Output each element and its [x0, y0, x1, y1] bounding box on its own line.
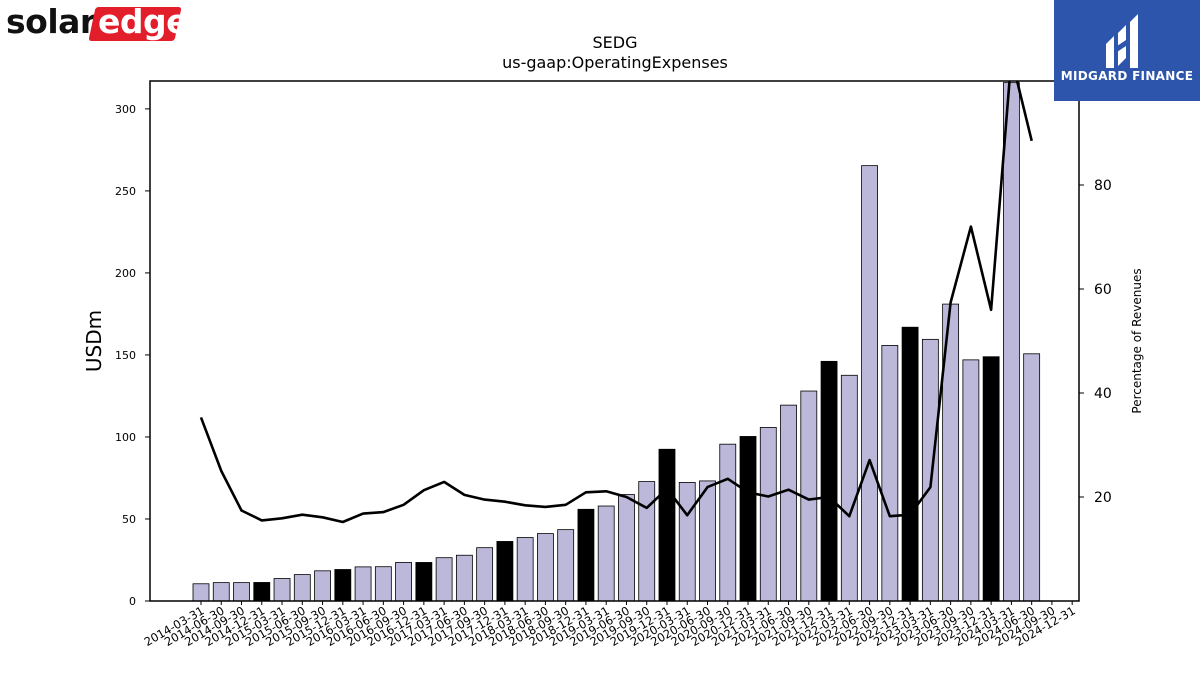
bar-2022-03-31 [840, 374, 858, 602]
solaredge-logo: solar edge [4, 2, 189, 44]
bar-2016-06-30 [374, 566, 392, 602]
line-group [199, 81, 1033, 524]
midgard-finance-logo: MIDGARD FINANCE [1054, 0, 1200, 101]
y2-tick-label: 80 [1094, 178, 1112, 194]
bar-2020-12-31 [739, 436, 757, 602]
bar-2020-09-30 [719, 443, 737, 602]
y-tick-label: 200 [115, 267, 136, 280]
y2-tick-label: 20 [1094, 490, 1112, 506]
y2-tick-label: 40 [1094, 386, 1112, 402]
y-tick-label: 0 [129, 595, 136, 608]
y-tick-label: 300 [115, 103, 136, 116]
bar-2021-06-30 [780, 404, 797, 602]
bar-2018-06-30 [537, 533, 554, 602]
percentage-of-revenues-line [199, 81, 1033, 524]
solaredge-logo-text: solar [6, 2, 96, 41]
bar-2015-03-31 [273, 578, 291, 602]
bar-2023-09-30 [962, 359, 980, 602]
bar-2014-12-31 [253, 582, 271, 602]
bar-2021-03-31 [759, 427, 777, 602]
bar-2015-12-31 [334, 569, 352, 602]
bar-2019-06-30 [618, 494, 635, 602]
bar-2018-03-31 [516, 537, 534, 602]
bar-2022-12-31 [901, 326, 919, 602]
y-axis-label: USDm [82, 310, 106, 372]
solaredge-logo-edge-text: edge [98, 2, 189, 41]
x-axis: 2014-03-312014-06-302014-09-302014-12-31… [142, 601, 1078, 649]
bar-2020-03-31 [678, 482, 696, 602]
bar-2022-09-30 [881, 345, 899, 602]
y2-tick-label: 60 [1094, 282, 1112, 298]
bar-2019-12-31 [658, 448, 676, 602]
bar-2016-12-31 [415, 562, 433, 602]
bar-2024-06-30 [1023, 353, 1041, 602]
chart-subtitle: us-gaap:OperatingExpenses [502, 53, 728, 72]
bar-2017-09-30 [476, 547, 494, 602]
bar-2016-09-30 [395, 562, 413, 602]
bar-2017-12-31 [496, 541, 514, 602]
y-axis-left: 0 50 100 150 200 250 300 [115, 103, 150, 608]
bar-2017-03-31 [435, 557, 453, 602]
bar-2024-03-31 [1003, 82, 1020, 602]
bar-2017-06-30 [455, 554, 473, 602]
midgard-finance-logo-text: MIDGARD FINANCE [1060, 69, 1194, 83]
bar-2020-06-30 [699, 480, 716, 602]
y-tick-label: 100 [115, 431, 136, 444]
bar-2018-09-30 [557, 529, 575, 602]
y-axis-right: 20406080100 [1079, 74, 1121, 506]
bar-2019-03-31 [597, 505, 615, 602]
bar-2018-12-31 [577, 508, 595, 602]
bar-2023-03-31 [921, 338, 939, 602]
y-tick-label: 50 [122, 513, 136, 526]
bar-2016-03-31 [354, 566, 372, 602]
bar-2014-09-30 [233, 582, 250, 602]
plot-frame [149, 80, 1080, 602]
midgard-finance-mark-icon [1106, 14, 1138, 68]
bar-2021-12-31 [820, 360, 838, 602]
bar-group [192, 82, 1041, 602]
bar-2014-06-30 [212, 582, 230, 602]
bar-2019-09-30 [638, 481, 656, 602]
y2-axis-label: Percentage of Revenues [1130, 268, 1144, 413]
bar-2022-06-30 [861, 165, 878, 602]
bar-2015-09-30 [314, 570, 331, 602]
chart-title: SEDG [593, 33, 638, 52]
bar-2023-12-31 [982, 356, 1000, 602]
y-tick-label: 250 [115, 185, 136, 198]
bar-2015-06-30 [293, 574, 311, 602]
y-tick-label: 150 [115, 349, 136, 362]
bar-2014-03-31 [192, 583, 210, 602]
